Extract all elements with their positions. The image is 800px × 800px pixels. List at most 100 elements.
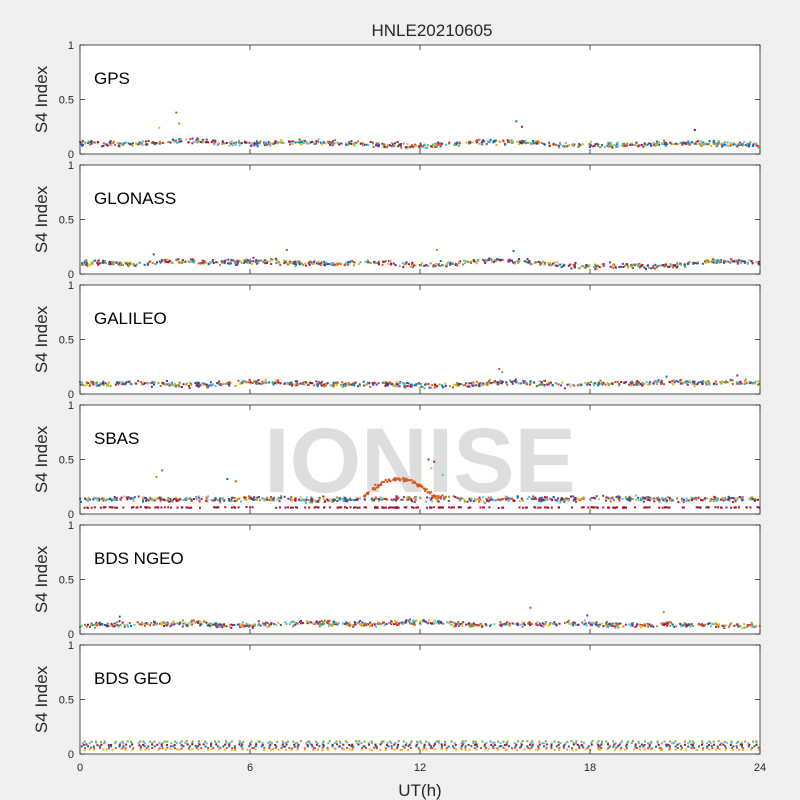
data-point	[317, 381, 320, 384]
data-point	[371, 742, 374, 745]
data-point	[615, 622, 618, 625]
data-point	[120, 383, 123, 386]
data-point	[94, 626, 96, 629]
data-point	[99, 506, 102, 509]
panel-label-sbas: SBAS	[94, 429, 139, 448]
data-point	[650, 267, 653, 270]
data-point	[634, 144, 636, 146]
data-point	[598, 383, 601, 385]
data-point	[277, 381, 280, 384]
data-point	[741, 743, 743, 746]
data-point	[666, 143, 669, 146]
data-point	[364, 260, 367, 263]
data-point	[589, 144, 592, 147]
data-point	[342, 743, 345, 746]
data-point	[427, 383, 430, 386]
data-point	[226, 381, 229, 384]
data-point	[440, 495, 442, 498]
data-point	[167, 496, 170, 499]
data-point	[518, 260, 521, 263]
data-point	[563, 744, 566, 747]
data-point	[85, 384, 88, 387]
data-point	[550, 498, 553, 501]
data-point	[134, 264, 137, 267]
data-point	[656, 140, 658, 143]
data-point	[440, 746, 443, 749]
data-point	[548, 145, 551, 147]
data-point	[290, 499, 293, 502]
data-point	[643, 744, 646, 746]
data-point	[437, 263, 440, 265]
data-point	[92, 381, 94, 384]
data-point	[645, 268, 647, 271]
data-point	[634, 743, 637, 746]
data-point	[291, 261, 294, 263]
data-point	[615, 146, 618, 148]
data-point	[218, 380, 221, 383]
data-point	[245, 496, 248, 499]
data-point	[546, 498, 549, 501]
data-point	[124, 748, 127, 751]
data-point	[236, 259, 239, 262]
data-point	[88, 384, 91, 387]
data-point	[189, 620, 192, 623]
data-point	[706, 745, 709, 748]
data-point	[699, 380, 702, 383]
data-point	[261, 381, 264, 384]
data-point	[531, 498, 534, 501]
data-point	[679, 623, 682, 626]
data-point	[448, 495, 450, 498]
data-point	[718, 259, 721, 262]
data-point	[298, 260, 301, 262]
data-point	[328, 498, 331, 501]
data-point	[345, 623, 348, 626]
data-point	[583, 623, 586, 626]
data-point	[394, 619, 397, 622]
data-point	[664, 622, 667, 625]
data-point	[553, 749, 556, 751]
data-point	[81, 140, 84, 143]
data-point	[670, 263, 673, 266]
data-point	[306, 744, 309, 746]
data-point	[437, 622, 440, 625]
data-point	[93, 141, 96, 144]
data-point	[381, 481, 384, 483]
y-axis-label: S4 Index	[32, 665, 51, 733]
data-point	[562, 746, 565, 749]
data-point	[549, 497, 552, 500]
data-point	[225, 142, 228, 144]
data-point	[395, 499, 398, 502]
data-point	[515, 120, 518, 123]
data-point	[376, 622, 379, 625]
data-point	[576, 743, 579, 746]
data-point	[393, 145, 396, 148]
data-point	[758, 383, 761, 386]
data-point	[743, 141, 746, 143]
data-point	[202, 743, 205, 746]
data-point	[569, 263, 572, 266]
data-point	[248, 141, 251, 144]
data-point	[298, 620, 301, 623]
data-point	[273, 382, 276, 384]
data-point	[646, 498, 649, 501]
data-point	[468, 142, 471, 145]
data-point	[108, 143, 111, 146]
data-point	[463, 498, 466, 501]
data-point	[524, 623, 526, 626]
data-point	[143, 496, 146, 499]
data-point	[516, 140, 519, 143]
data-point	[253, 144, 256, 147]
data-point	[164, 624, 167, 627]
data-point	[679, 378, 682, 381]
data-point	[233, 261, 236, 264]
data-point	[689, 143, 692, 145]
data-point	[706, 746, 709, 749]
data-point	[461, 622, 463, 625]
data-point	[383, 382, 386, 385]
data-point	[209, 261, 212, 264]
data-point	[572, 741, 575, 744]
data-point	[322, 383, 325, 386]
data-point	[188, 745, 191, 748]
data-point	[458, 623, 461, 626]
data-point	[710, 625, 713, 628]
